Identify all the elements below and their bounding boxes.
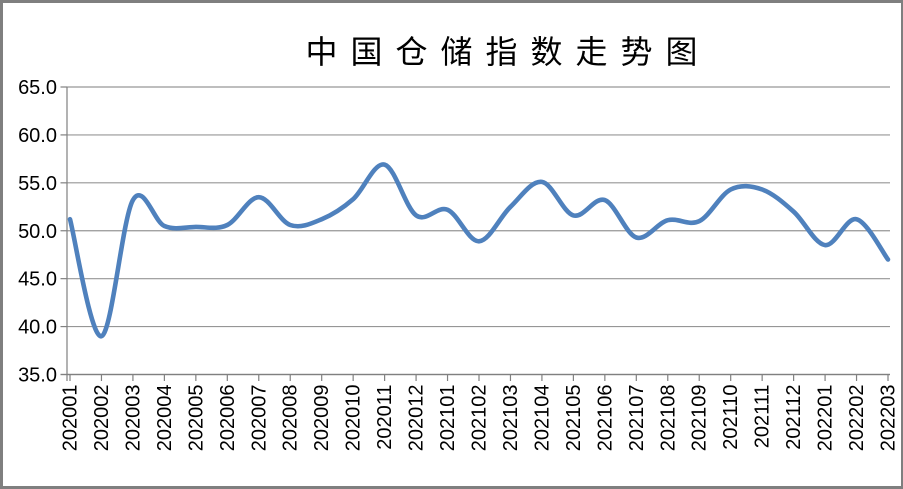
x-axis-label: 202107 [626,385,648,452]
x-axis-label: 202012 [406,385,428,452]
x-axis-label: 202004 [154,385,176,452]
x-axis-label: 202006 [217,385,239,452]
x-axis-label: 202005 [185,385,207,452]
x-axis-label: 202201 [815,385,837,452]
x-axis-label: 202001 [60,385,82,452]
y-axis-label: 65.0 [18,77,57,99]
x-axis-label: 202106 [594,385,616,452]
x-axis-label: 202111 [752,385,774,449]
x-axis-label: 202009 [311,385,333,452]
x-axis-label: 202011 [374,385,396,450]
x-axis-label: 202101 [437,385,459,452]
x-axis-label: 202102 [469,385,491,452]
x-axis-label: 202110 [720,385,742,450]
y-axis-label: 50.0 [18,221,57,243]
x-axis-label: 202105 [563,385,585,452]
x-axis-label: 202202 [846,385,868,452]
y-axis-label: 45.0 [18,269,57,291]
x-axis-label: 202109 [689,385,711,452]
x-axis-label: 202002 [91,385,113,452]
y-axis-label: 40.0 [18,317,57,339]
x-axis-label: 202007 [248,385,270,452]
chart-title: 中国仓储指数走势图 [305,33,711,71]
x-axis-label: 202108 [657,385,679,452]
x-axis-label: 202112 [783,385,805,450]
y-axis-label: 55.0 [18,173,57,195]
x-axis-label: 202104 [531,385,553,452]
index-line-series [67,162,891,339]
y-axis-label: 60.0 [18,125,57,147]
x-axis-label: 202103 [500,385,522,452]
x-axis-label: 202203 [878,385,900,452]
y-axis-label: 35.0 [18,365,57,387]
x-axis-label: 202003 [122,385,144,452]
x-axis-label: 202008 [280,385,302,452]
x-axis-label: 202010 [343,385,365,452]
